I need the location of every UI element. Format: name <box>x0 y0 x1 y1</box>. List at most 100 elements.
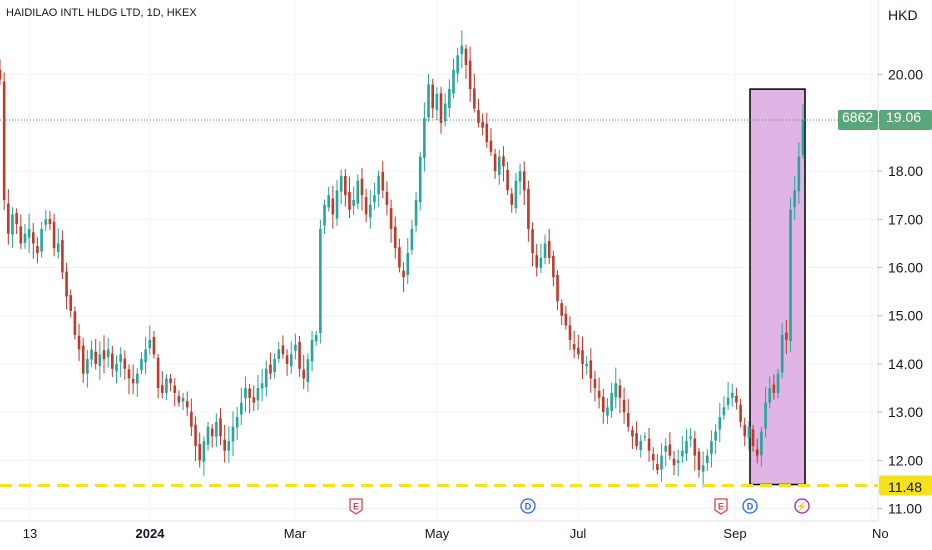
candle <box>264 360 268 397</box>
price-tick-label: 11.00 <box>888 501 922 517</box>
candle <box>601 388 605 424</box>
candle <box>535 243 539 277</box>
candle <box>439 86 443 134</box>
candle <box>140 352 143 375</box>
candle <box>527 180 530 242</box>
candle <box>593 370 597 402</box>
candle <box>693 430 697 471</box>
candle <box>273 353 276 379</box>
candle <box>614 367 618 409</box>
candle <box>156 353 160 399</box>
event-marker-dividend[interactable]: D <box>520 498 536 514</box>
candle <box>339 169 343 205</box>
event-marker-dividend[interactable]: D <box>742 498 758 514</box>
time-tick-label: Sep <box>723 526 746 541</box>
candle <box>210 424 214 448</box>
candle <box>368 189 372 229</box>
candle <box>710 430 713 468</box>
last-price-badge <box>879 109 932 130</box>
candle <box>90 340 93 367</box>
price-tick-label: 13.00 <box>888 404 923 420</box>
candle <box>344 169 347 207</box>
candle <box>639 435 643 458</box>
candle <box>360 167 364 211</box>
candle <box>660 443 663 482</box>
candle <box>427 73 430 122</box>
candle <box>768 376 772 409</box>
candle <box>581 336 584 380</box>
candle <box>27 213 31 254</box>
candle <box>739 398 742 428</box>
candle <box>423 102 426 172</box>
candle <box>418 152 422 211</box>
candle <box>789 197 792 352</box>
svg-text:E: E <box>353 502 359 512</box>
candle <box>751 424 755 452</box>
candle <box>572 330 576 359</box>
candle <box>506 161 509 196</box>
price-tick-label: 14.00 <box>888 356 923 372</box>
svg-text:⚡: ⚡ <box>796 501 807 513</box>
candle <box>160 371 164 399</box>
candle <box>460 30 464 69</box>
candle <box>473 73 476 113</box>
candle <box>577 334 580 360</box>
event-marker-split[interactable]: ⚡ <box>794 498 810 514</box>
candle <box>323 199 326 235</box>
candle <box>244 376 247 413</box>
candle <box>136 368 139 397</box>
price-tick-label: 16.00 <box>888 260 923 276</box>
candle <box>718 403 722 443</box>
candle <box>585 356 588 375</box>
candle <box>61 230 64 280</box>
candle <box>181 392 185 411</box>
candle <box>743 417 747 447</box>
candle <box>73 306 77 340</box>
candle <box>493 148 497 179</box>
svg-text:E: E <box>718 502 724 512</box>
time-axis[interactable]: 13 2024 Mar May Jul Sep No <box>0 520 889 541</box>
candle <box>543 234 547 265</box>
candle <box>231 411 235 457</box>
candle <box>223 424 226 463</box>
candle <box>69 289 73 318</box>
candle <box>52 213 56 257</box>
candle <box>597 377 601 409</box>
candle <box>385 181 389 216</box>
time-tick-label: No <box>872 526 889 541</box>
candle <box>31 223 35 259</box>
candle <box>169 373 172 392</box>
candle <box>319 219 322 344</box>
candle <box>289 341 293 374</box>
candle <box>298 335 301 377</box>
candle <box>306 353 310 392</box>
candle <box>198 432 202 468</box>
candle <box>102 335 106 374</box>
candle <box>327 186 330 212</box>
candle <box>685 429 688 462</box>
candle <box>560 299 563 326</box>
price-tick-label: 18.00 <box>888 163 923 179</box>
candle <box>302 354 306 390</box>
candle <box>381 160 385 199</box>
candle <box>464 44 468 79</box>
candle <box>7 189 10 245</box>
candle <box>111 345 114 377</box>
candle <box>48 211 52 230</box>
event-marker-earnings[interactable]: E <box>349 498 363 515</box>
currency-label[interactable]: HKD <box>888 7 918 23</box>
event-marker-earnings[interactable]: E <box>714 498 728 515</box>
candle <box>40 221 43 258</box>
candle <box>235 407 239 440</box>
candle <box>448 79 451 118</box>
candle <box>185 391 189 417</box>
time-tick-label: 2024 <box>136 526 166 541</box>
candle <box>518 163 522 196</box>
candle <box>0 59 2 85</box>
last-price-label: 19.06 <box>886 109 921 125</box>
candle <box>714 424 717 455</box>
candle <box>793 175 796 221</box>
price-axis[interactable]: 11.00 12.00 13.00 14.00 15.00 16.00 17.00 18.00… <box>878 67 923 517</box>
candle <box>194 416 197 462</box>
